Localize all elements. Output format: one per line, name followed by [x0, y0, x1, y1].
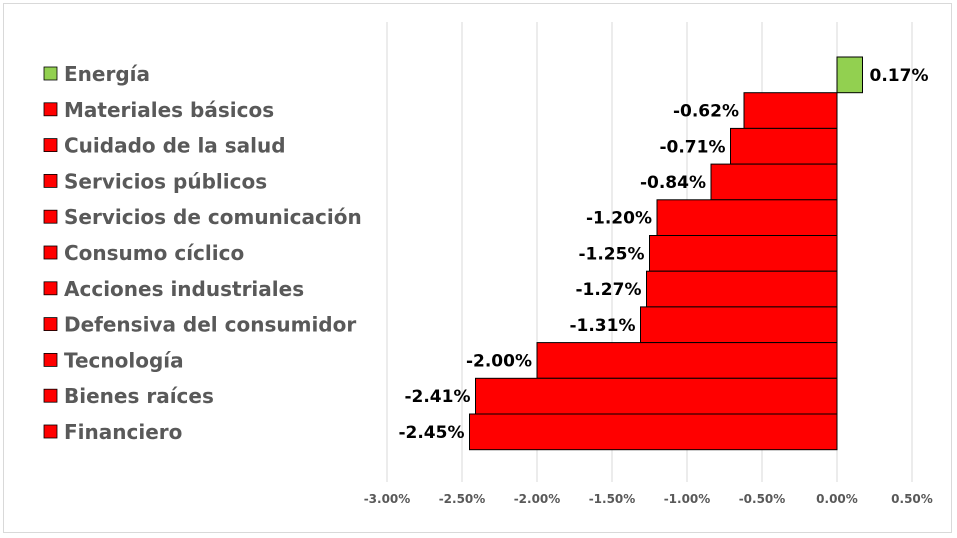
bar	[475, 377, 838, 415]
legend-entry: Acciones industriales	[64, 277, 304, 301]
data-label: -1.31%	[569, 316, 635, 336]
bar	[710, 163, 838, 201]
bar	[536, 342, 838, 379]
data-label: -2.00%	[466, 351, 532, 371]
x-tick-label: -2.00%	[514, 492, 561, 506]
x-tick-label: -1.00%	[664, 492, 711, 506]
bar	[836, 56, 863, 94]
bar	[730, 127, 838, 165]
bar	[646, 270, 838, 308]
bars	[469, 56, 863, 451]
x-tick-label: 0.50%	[891, 492, 933, 506]
legend-swatch	[43, 388, 58, 403]
legend-entry: Defensiva del consumidor	[64, 313, 356, 337]
data-label: -0.71%	[659, 137, 725, 157]
legend-entry: Financiero	[64, 420, 182, 444]
x-tick-label: -2.50%	[439, 492, 486, 506]
legend-entry: Materiales básicos	[64, 98, 274, 122]
data-label: -2.41%	[404, 387, 470, 407]
legend-entry: Energía	[64, 62, 150, 86]
data-labels: 0.17% -0.62% -0.71% -0.84% -1.20% -1.25% -1.27…	[398, 66, 928, 443]
x-tick-label: -0.50%	[739, 492, 786, 506]
legend-entry: Servicios de comunicación	[64, 205, 362, 229]
legend-swatch	[43, 66, 58, 81]
x-tick-label: -1.50%	[589, 492, 636, 506]
legend-swatch	[43, 138, 58, 153]
data-label: -1.25%	[578, 244, 644, 264]
data-label: -1.20%	[586, 209, 652, 229]
x-axis-ticks: -3.00% -2.50% -2.00% -1.50% -1.00% -0.50% 0.00…	[364, 492, 933, 506]
legend-swatch	[43, 245, 58, 260]
data-label: -1.27%	[575, 280, 641, 300]
bar	[656, 199, 838, 237]
legend-entry: Bienes raíces	[64, 384, 214, 408]
bar	[649, 235, 838, 272]
legend-swatch	[43, 317, 58, 332]
bar	[640, 306, 838, 344]
legend-entry: Tecnología	[64, 348, 184, 372]
data-label: 0.17%	[870, 66, 929, 86]
legend-swatch	[43, 281, 58, 296]
legend-entry: Cuidado de la salud	[64, 134, 286, 158]
legend: Energía Materiales básicos Cuidado de la s…	[43, 62, 362, 444]
legend-entry: Servicios públicos	[64, 169, 267, 193]
legend-swatch	[43, 424, 58, 439]
legend-swatch	[43, 173, 58, 188]
data-label: -0.62%	[673, 102, 739, 122]
legend-swatch	[43, 352, 58, 367]
legend-swatch	[43, 209, 58, 224]
bar	[743, 92, 838, 129]
bar	[469, 413, 838, 451]
x-tick-label: -3.00%	[364, 492, 411, 506]
legend-entry: Consumo cíclico	[64, 241, 244, 265]
x-tick-label: 0.00%	[816, 492, 858, 506]
data-label: -0.84%	[640, 173, 706, 193]
legend-swatch	[43, 102, 58, 117]
data-label: -2.45%	[398, 423, 464, 443]
